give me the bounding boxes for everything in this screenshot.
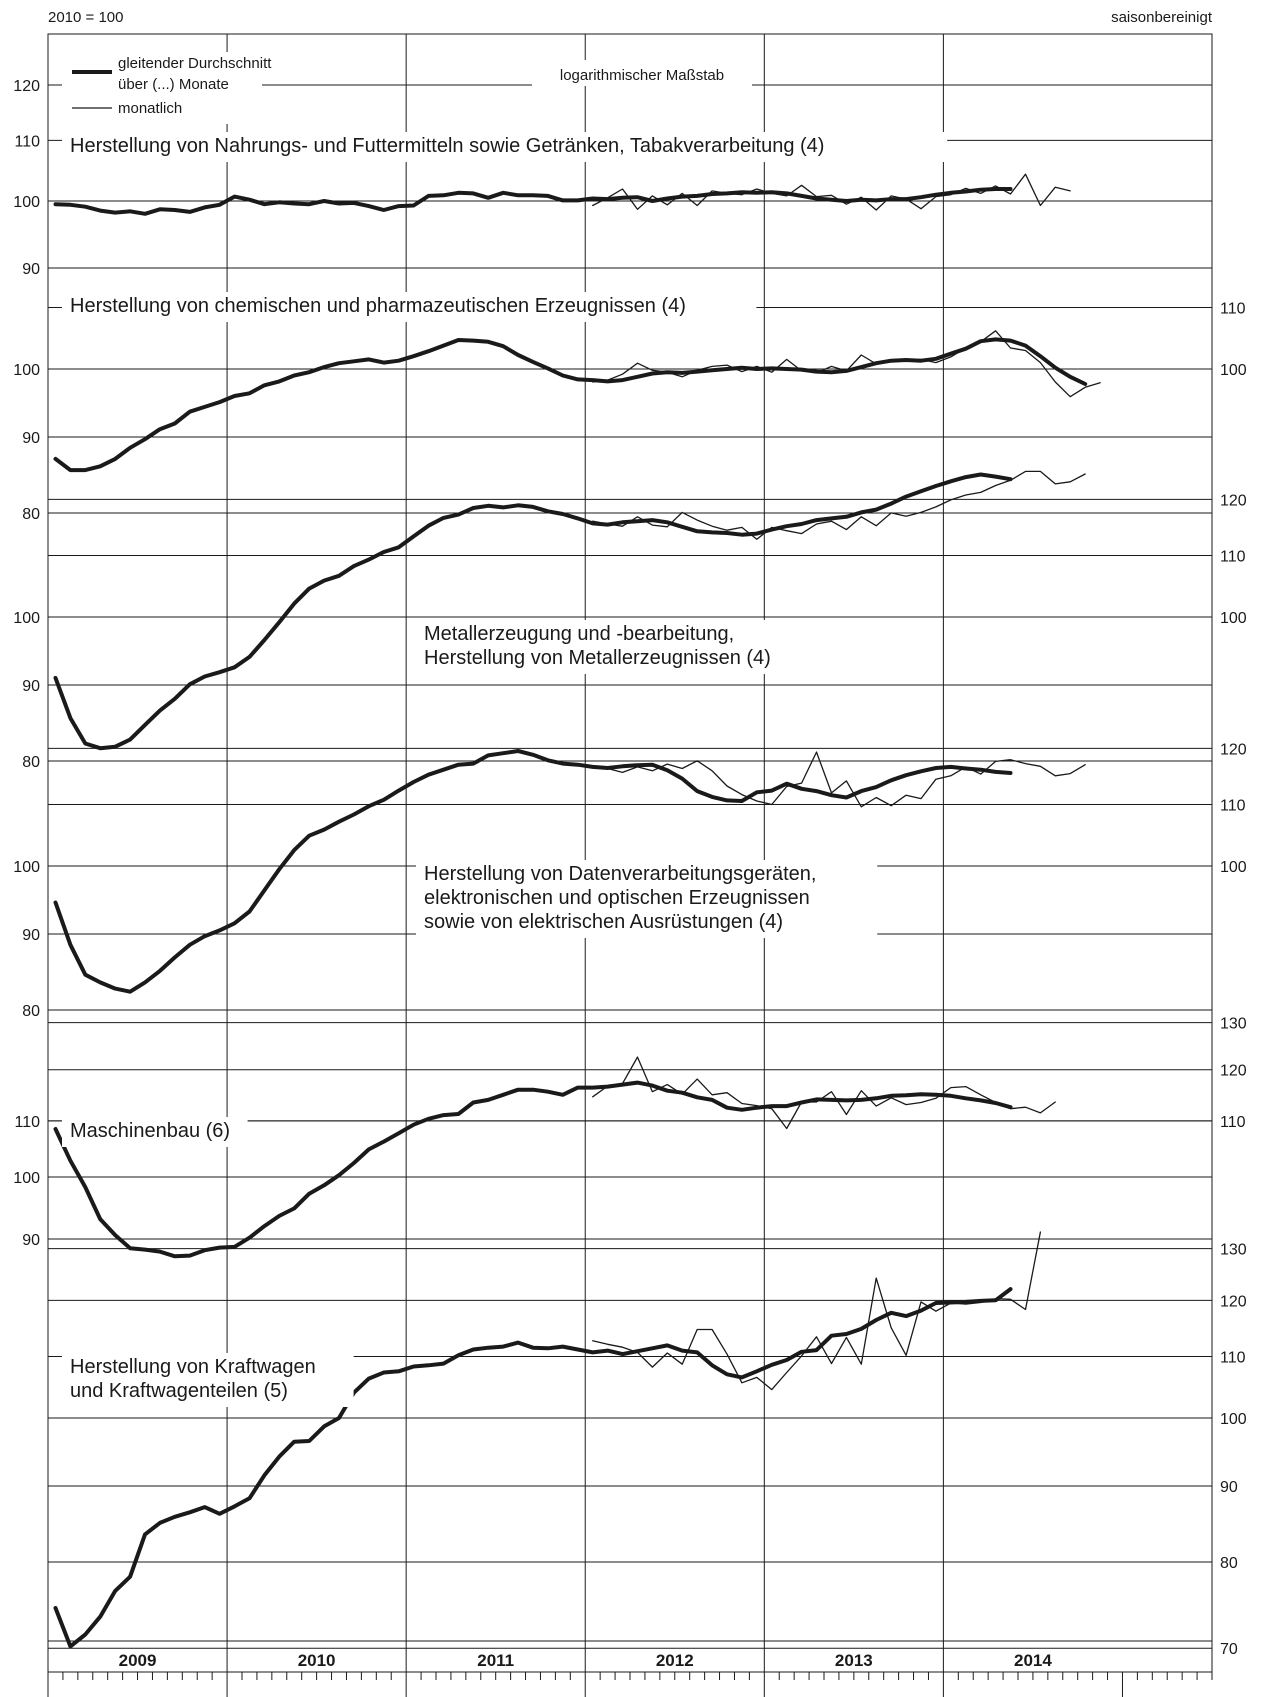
right-tick-label: 120 bbox=[1220, 1293, 1247, 1310]
year-label: 2013 bbox=[835, 1651, 873, 1670]
left-tick-label: 100 bbox=[13, 194, 40, 211]
title-background bbox=[62, 1353, 354, 1407]
right-tick-label: 130 bbox=[1220, 1242, 1247, 1259]
left-tick-label: 80 bbox=[22, 506, 40, 523]
panel-title: Herstellung von Datenverarbeitungsgeräte… bbox=[424, 863, 816, 885]
scale-note: logarithmischer Maßstab bbox=[560, 67, 724, 84]
panel-title: Herstellung von chemischen und pharmazeu… bbox=[70, 295, 686, 317]
right-tick-label: 110 bbox=[1220, 1114, 1246, 1131]
year-label: 2014 bbox=[1014, 1651, 1052, 1670]
right-tick-label: 100 bbox=[1220, 610, 1247, 627]
right-tick-label: 120 bbox=[1220, 1063, 1247, 1080]
panel: 90 100 110 110 120 130 Maschinenbau (6) bbox=[13, 1016, 1247, 1259]
left-tick-label: 100 bbox=[13, 1170, 40, 1187]
right-tick-label: 120 bbox=[1220, 492, 1247, 509]
base-year-label: 2010 = 100 bbox=[48, 9, 124, 26]
left-tick-label: 90 bbox=[22, 1232, 40, 1249]
right-tick-label: 80 bbox=[1220, 1555, 1238, 1572]
year-label: 2011 bbox=[477, 1651, 514, 1670]
left-tick-label: 90 bbox=[22, 430, 40, 447]
right-tick-label: 70 bbox=[1220, 1641, 1238, 1658]
title-background bbox=[416, 620, 835, 674]
series-monthly-line bbox=[592, 330, 1101, 398]
panel-title: Herstellung von Kraftwagen bbox=[70, 1356, 316, 1378]
title-background bbox=[416, 860, 878, 938]
right-tick-label: 110 bbox=[1220, 548, 1246, 565]
legend-background bbox=[62, 52, 262, 124]
right-tick-label: 110 bbox=[1220, 797, 1246, 814]
left-tick-label: 100 bbox=[13, 859, 40, 876]
series-monthly-line bbox=[592, 751, 1086, 808]
panel: 70 80 90 100 110 120 130 Herstellung von Kraftw… bbox=[53, 1231, 1247, 1658]
panel-title: Herstellung von Metallerzeugnissen (4) bbox=[424, 647, 771, 669]
title-background bbox=[62, 292, 757, 322]
series-moving-average-line bbox=[53, 749, 1013, 994]
panel-title: Herstellung von Nahrungs- und Futtermitt… bbox=[70, 135, 824, 157]
left-tick-label: 90 bbox=[22, 678, 40, 695]
series-moving-average-line bbox=[53, 1080, 1013, 1259]
left-tick-label: 90 bbox=[22, 927, 40, 944]
panel-title: elektronischen und optischen Erzeugnisse… bbox=[424, 887, 810, 909]
panel-title: Metallerzeugung und -bearbeitung, bbox=[424, 623, 734, 645]
right-tick-label: 90 bbox=[1220, 1479, 1238, 1496]
series-moving-average-line bbox=[53, 187, 1013, 216]
legend-ma-label-2: über (...) Monate bbox=[118, 76, 229, 93]
panel-title: sowie von elektrischen Ausrüstungen (4) bbox=[424, 911, 783, 933]
left-tick-label: 80 bbox=[22, 754, 40, 771]
seasonal-adjustment-label: saisonbereinigt bbox=[1111, 9, 1213, 26]
series-monthly-line bbox=[592, 470, 1086, 540]
right-tick-label: 120 bbox=[1220, 741, 1247, 758]
scale-note-background bbox=[532, 60, 752, 86]
series-moving-average-line bbox=[53, 1287, 1013, 1649]
year-label: 2010 bbox=[298, 1651, 336, 1670]
panel: 80 90 100 100 110 120 Herstellung von Datenver… bbox=[13, 741, 1247, 1020]
legend-ma-label-1: gleitender Durchschnitt bbox=[118, 55, 272, 72]
legend: gleitender Durchschnitt über (...) Monat… bbox=[62, 52, 752, 124]
right-tick-label: 100 bbox=[1220, 1411, 1247, 1428]
panels: 90 100 110 120 Herstellung von Nahrungs- und… bbox=[13, 78, 1247, 1658]
right-tick-label: 100 bbox=[1220, 362, 1247, 379]
right-tick-label: 110 bbox=[1220, 1349, 1246, 1366]
left-tick-label: 100 bbox=[13, 610, 40, 627]
series-moving-average-line bbox=[53, 337, 1088, 473]
title-background bbox=[62, 1117, 248, 1147]
panel: 80 90 100 100 110 Herstellung von chemischen … bbox=[13, 292, 1247, 523]
left-tick-label: 100 bbox=[13, 362, 40, 379]
panel-title: und Kraftwagenteilen (5) bbox=[70, 1380, 288, 1402]
chart-frame bbox=[47, 33, 1213, 1673]
left-tick-label: 90 bbox=[22, 261, 40, 278]
series-moving-average-line bbox=[53, 472, 1013, 751]
left-tick-label: 120 bbox=[13, 78, 40, 95]
header: 2010 = 100 saisonbereinigt bbox=[48, 9, 1213, 26]
right-tick-label: 110 bbox=[1220, 300, 1246, 317]
right-tick-label: 100 bbox=[1220, 859, 1247, 876]
panel-title: Maschinenbau (6) bbox=[70, 1120, 230, 1142]
left-tick-label: 110 bbox=[14, 1114, 40, 1131]
year-label: 2009 bbox=[119, 1651, 157, 1670]
right-tick-label: 130 bbox=[1220, 1016, 1247, 1033]
panel: 80 90 100 100 110 120 Metallerzeugung und -bea… bbox=[13, 470, 1247, 771]
series-monthly-line bbox=[592, 173, 1071, 211]
year-label: 2012 bbox=[656, 1651, 694, 1670]
plot-border bbox=[47, 33, 1213, 1673]
left-tick-label: 80 bbox=[22, 1003, 40, 1020]
x-axis: 2009 2010 2011 2012 2013 2014 bbox=[47, 1651, 1213, 1697]
panel: 90 100 110 120 Herstellung von Nahrungs- und… bbox=[13, 78, 1071, 278]
series-monthly-line bbox=[592, 1231, 1042, 1391]
left-tick-label: 110 bbox=[14, 133, 40, 150]
legend-monthly-label: monatlich bbox=[118, 100, 182, 117]
title-background bbox=[62, 132, 948, 162]
series-monthly-line bbox=[592, 1056, 1056, 1130]
